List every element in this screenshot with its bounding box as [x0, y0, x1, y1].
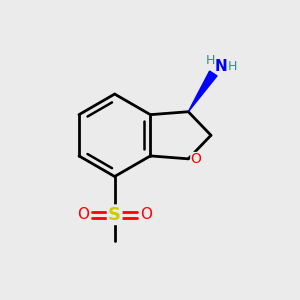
Polygon shape: [188, 71, 217, 112]
Text: O: O: [140, 207, 152, 222]
Text: O: O: [77, 207, 89, 222]
Text: H: H: [206, 54, 215, 67]
Text: O: O: [190, 152, 201, 166]
Text: N: N: [214, 58, 227, 74]
Text: S: S: [108, 206, 121, 224]
Text: H: H: [228, 60, 237, 73]
